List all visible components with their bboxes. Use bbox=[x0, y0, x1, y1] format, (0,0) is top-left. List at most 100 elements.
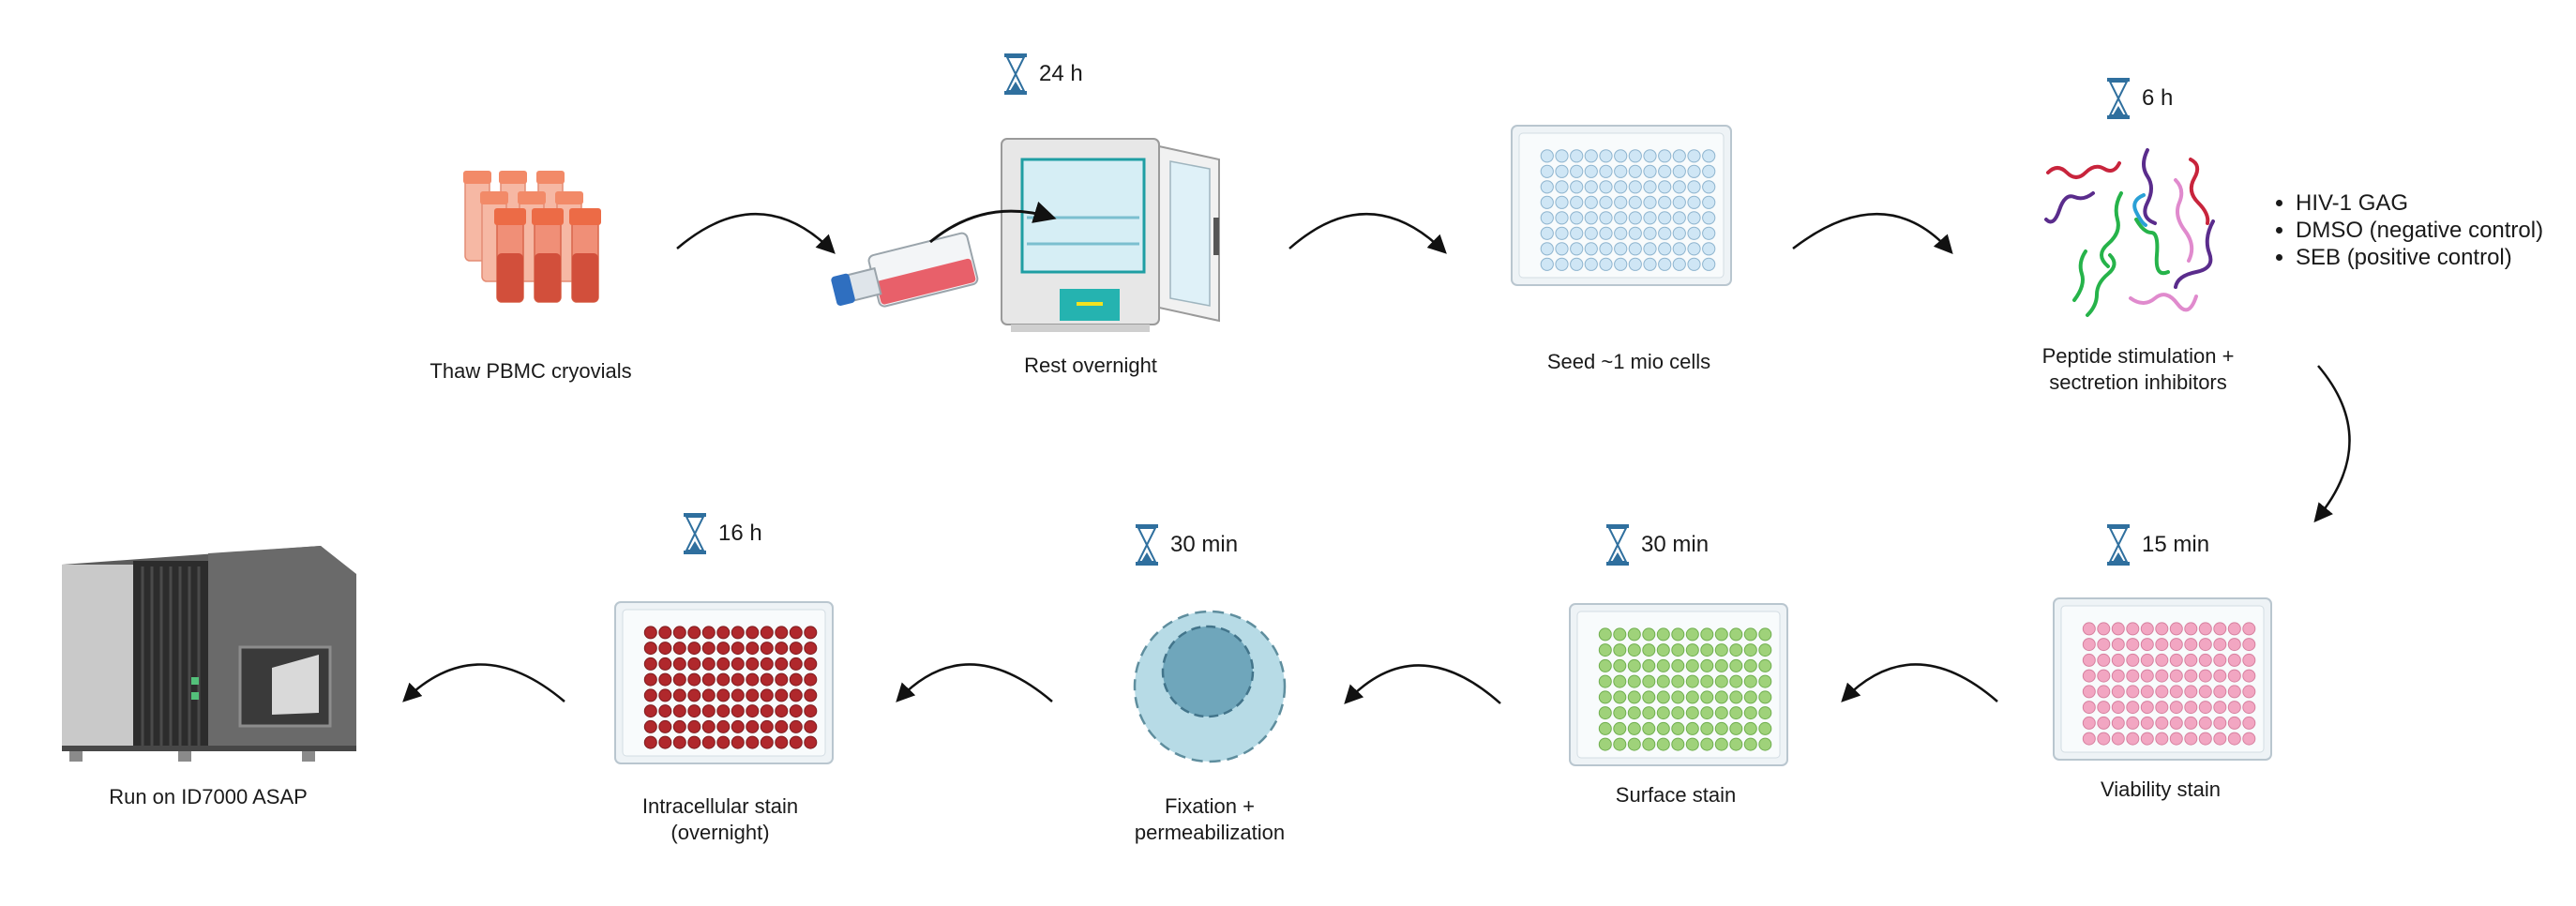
well bbox=[701, 719, 716, 733]
well bbox=[1627, 737, 1641, 751]
well bbox=[1570, 242, 1584, 256]
well bbox=[2155, 622, 2169, 636]
step-label-fixation: Fixation + permeabilization bbox=[1135, 793, 1285, 846]
well bbox=[2155, 701, 2169, 715]
well bbox=[2198, 685, 2212, 699]
well bbox=[731, 719, 745, 733]
well bbox=[760, 704, 774, 718]
well bbox=[1628, 180, 1642, 194]
well bbox=[1671, 737, 1685, 751]
well bbox=[804, 735, 818, 749]
well bbox=[2111, 716, 2125, 730]
well bbox=[1555, 195, 1569, 209]
well bbox=[746, 735, 760, 749]
well bbox=[1758, 721, 1772, 735]
well bbox=[1743, 643, 1757, 657]
well bbox=[1599, 164, 1613, 178]
well bbox=[1642, 706, 1656, 720]
well bbox=[1714, 674, 1728, 688]
well bbox=[1672, 211, 1686, 225]
well bbox=[701, 704, 716, 718]
well bbox=[658, 626, 672, 640]
well bbox=[1671, 674, 1685, 688]
well bbox=[2126, 685, 2140, 699]
well bbox=[1758, 706, 1772, 720]
permeabilized-cell-icon bbox=[1133, 610, 1287, 763]
well bbox=[1758, 643, 1772, 657]
well bbox=[1656, 737, 1670, 751]
well bbox=[716, 704, 731, 718]
well bbox=[804, 688, 818, 702]
well bbox=[1628, 257, 1642, 271]
well bbox=[1643, 226, 1657, 240]
step-label-line: Surface stain bbox=[1615, 783, 1737, 807]
well bbox=[1540, 149, 1554, 163]
well bbox=[775, 704, 789, 718]
well bbox=[672, 626, 686, 640]
well bbox=[2213, 685, 2227, 699]
well bbox=[789, 626, 803, 640]
timer-rest: 24 h bbox=[1003, 53, 1083, 96]
well bbox=[746, 642, 760, 656]
well bbox=[672, 657, 686, 671]
well bbox=[746, 704, 760, 718]
well bbox=[1685, 690, 1699, 704]
well bbox=[2111, 622, 2125, 636]
well bbox=[643, 704, 657, 718]
well bbox=[2169, 653, 2183, 667]
well bbox=[2198, 732, 2212, 746]
well bbox=[760, 672, 774, 687]
well bbox=[1671, 690, 1685, 704]
well bbox=[1628, 149, 1642, 163]
well bbox=[2082, 732, 2096, 746]
well bbox=[2227, 622, 2241, 636]
well bbox=[1656, 674, 1670, 688]
well bbox=[1627, 627, 1641, 642]
well bbox=[2140, 716, 2154, 730]
well bbox=[2227, 669, 2241, 683]
well bbox=[2213, 622, 2227, 636]
step-label-line: Run on ID7000 ASAP bbox=[109, 785, 308, 808]
well bbox=[1614, 180, 1628, 194]
well bbox=[1627, 643, 1641, 657]
well bbox=[775, 688, 789, 702]
well bbox=[658, 672, 672, 687]
well bbox=[687, 672, 701, 687]
well bbox=[1555, 149, 1569, 163]
step-label-line: sectretion inhibitors bbox=[2049, 370, 2227, 394]
well bbox=[1570, 180, 1584, 194]
well bbox=[2227, 732, 2241, 746]
well bbox=[1627, 658, 1641, 672]
timer-surface: 30 min bbox=[1605, 523, 1709, 566]
well bbox=[1700, 674, 1714, 688]
well bbox=[1540, 180, 1554, 194]
well bbox=[2126, 622, 2140, 636]
well bbox=[643, 657, 657, 671]
well bbox=[2242, 685, 2256, 699]
well bbox=[643, 626, 657, 640]
well bbox=[658, 704, 672, 718]
well bbox=[672, 688, 686, 702]
well bbox=[2097, 622, 2111, 636]
well bbox=[1598, 627, 1612, 642]
arrow-seed-to-stimulation bbox=[1792, 213, 1953, 254]
well bbox=[2169, 716, 2183, 730]
step-label-line: permeabilization bbox=[1134, 821, 1286, 844]
well bbox=[789, 735, 803, 749]
well bbox=[1672, 149, 1686, 163]
well bbox=[1656, 690, 1670, 704]
well bbox=[2111, 685, 2125, 699]
well bbox=[1613, 658, 1627, 672]
well bbox=[1702, 149, 1716, 163]
well bbox=[2169, 669, 2183, 683]
well bbox=[775, 657, 789, 671]
well bbox=[658, 719, 672, 733]
well bbox=[2097, 716, 2111, 730]
well bbox=[1743, 737, 1757, 751]
well bbox=[1627, 706, 1641, 720]
well bbox=[1584, 195, 1598, 209]
timer-viability-text: 15 min bbox=[2142, 532, 2210, 557]
well bbox=[1656, 706, 1670, 720]
well bbox=[1642, 737, 1656, 751]
well bbox=[1687, 226, 1701, 240]
